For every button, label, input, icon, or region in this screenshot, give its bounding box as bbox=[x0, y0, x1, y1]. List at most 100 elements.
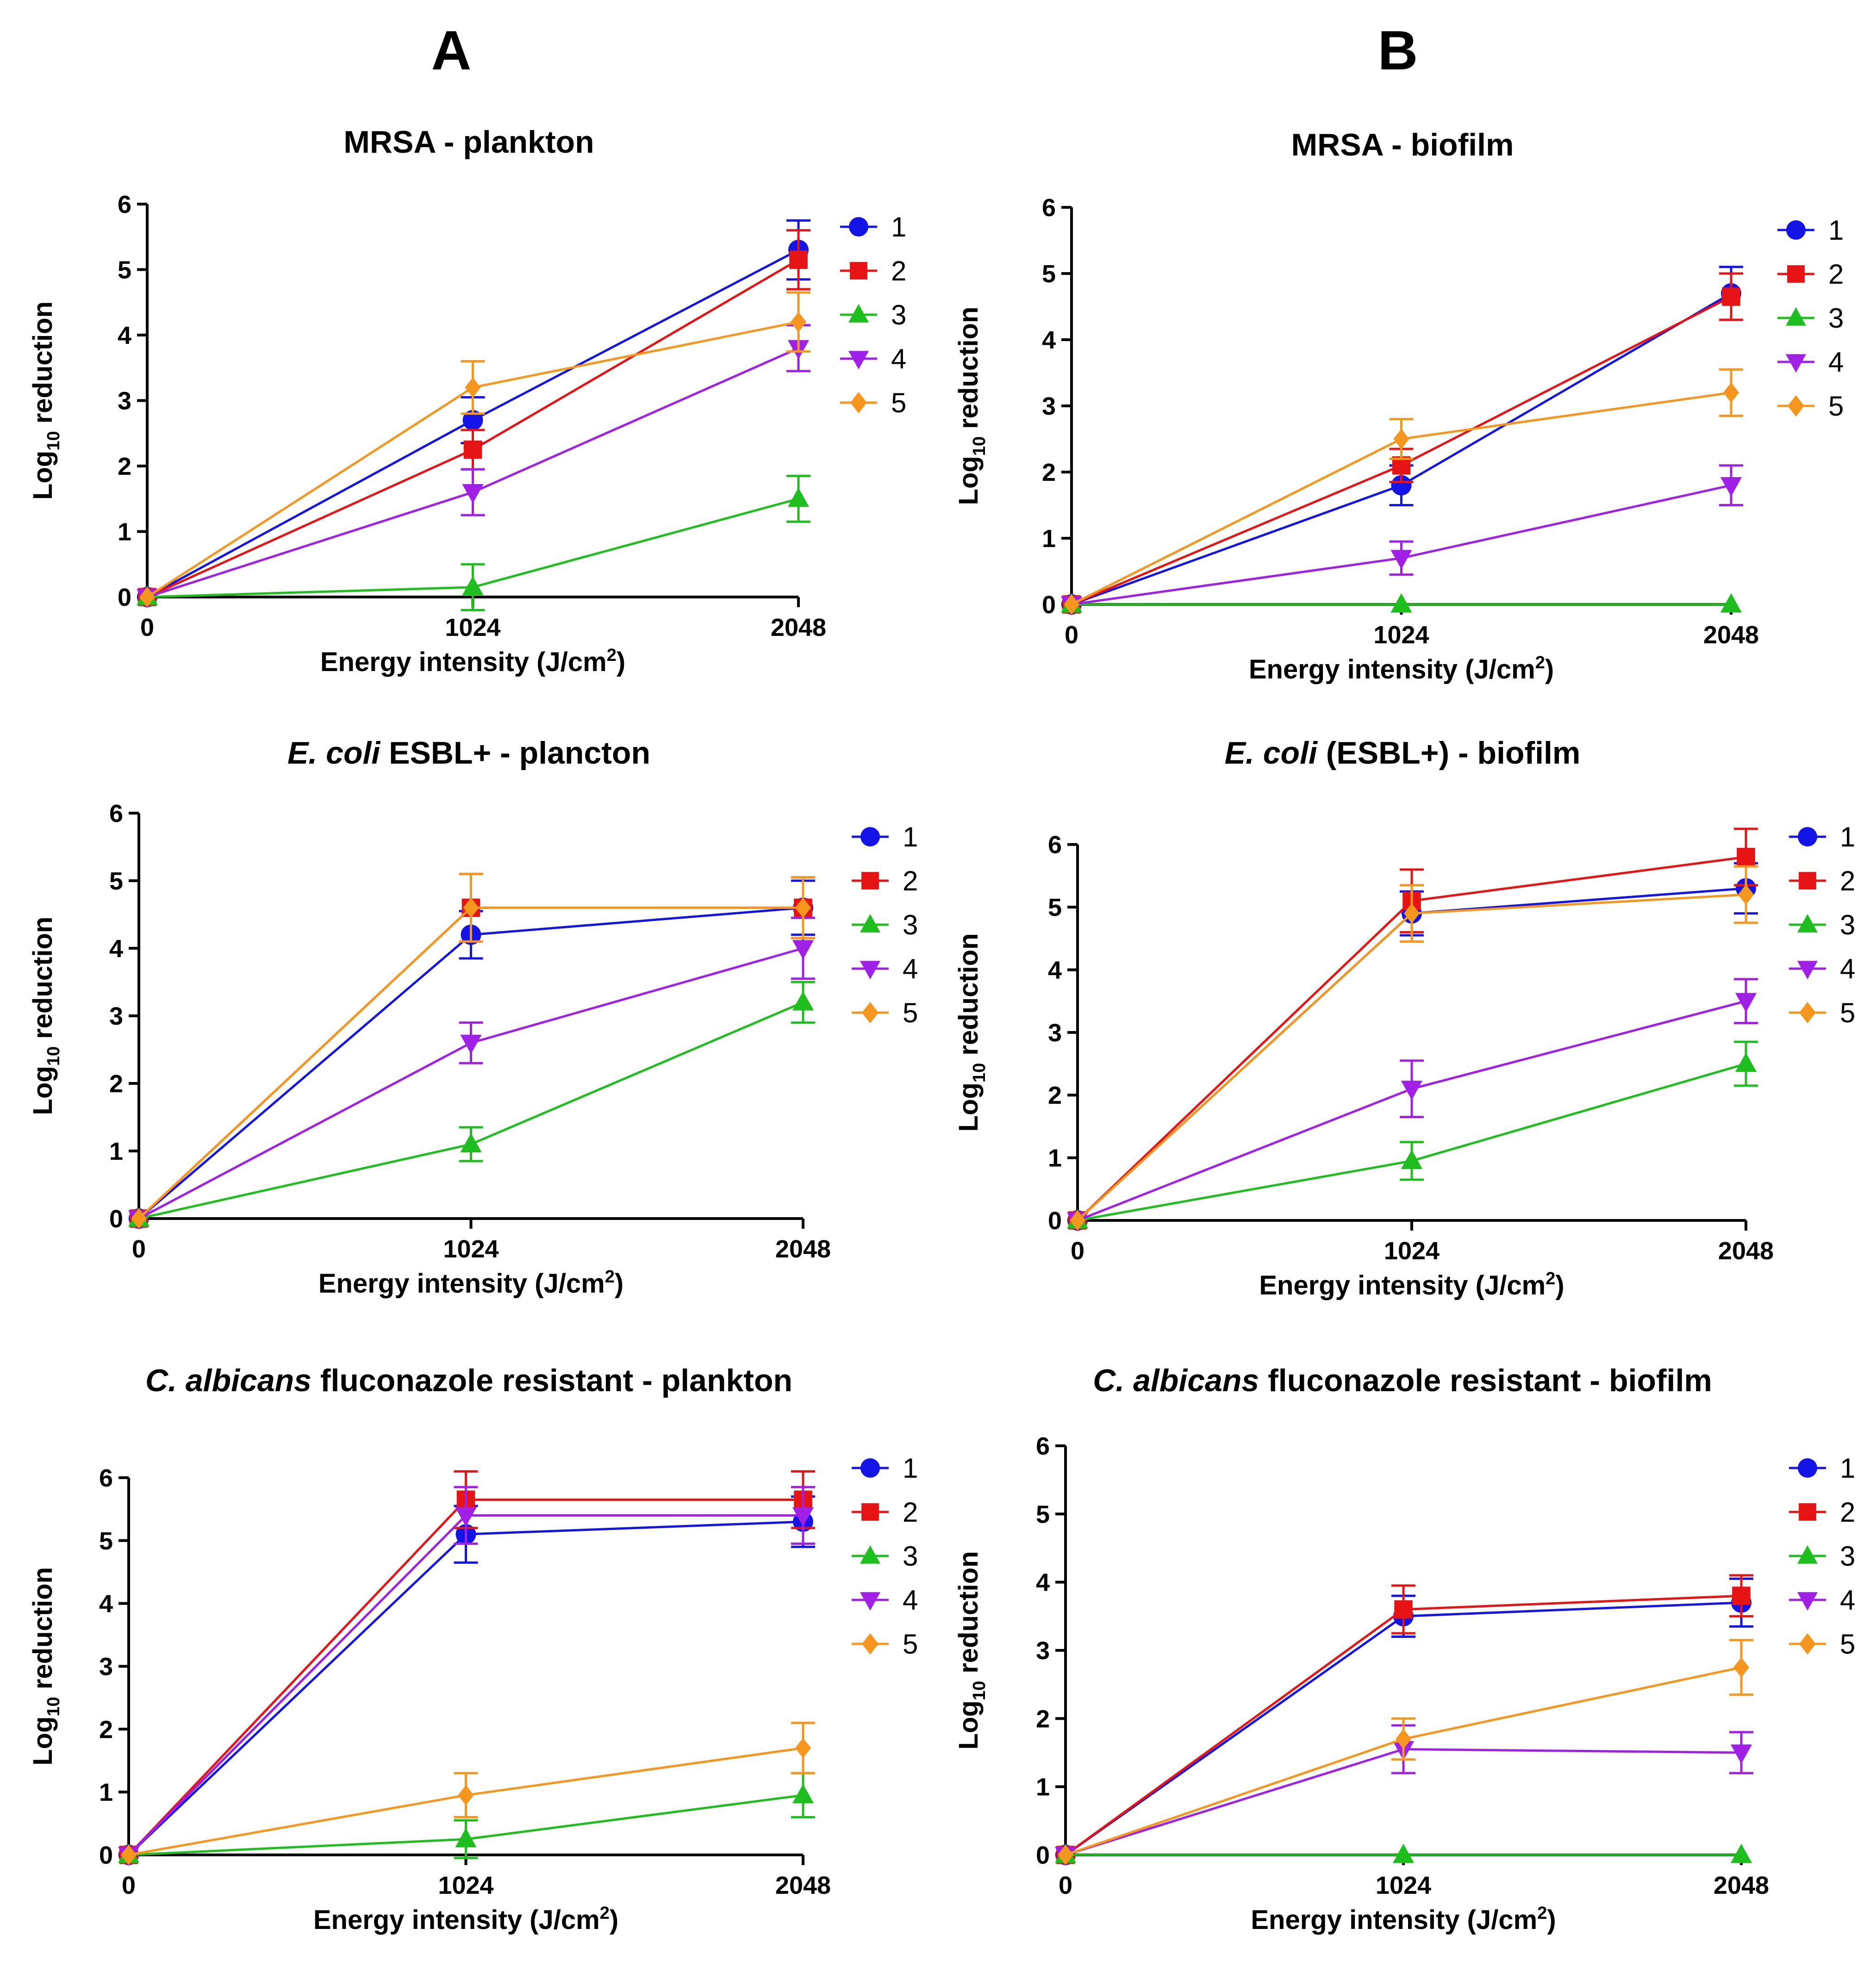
x-tick-label: 2048 bbox=[775, 1235, 831, 1263]
data-point bbox=[1391, 475, 1412, 496]
legend-marker bbox=[1787, 265, 1805, 283]
legend-label: 4 bbox=[1840, 953, 1855, 984]
legend-marker bbox=[860, 827, 880, 846]
x-tick-label: 0 bbox=[140, 614, 154, 641]
x-axis-label-superscript: 2 bbox=[607, 646, 617, 665]
x-axis-label-superscript: 2 bbox=[600, 1904, 610, 1923]
x-tick-label: 1024 bbox=[445, 614, 500, 641]
y-tick-label: 2 bbox=[109, 1070, 123, 1098]
y-tick-label: 6 bbox=[109, 800, 123, 827]
legend-label: 2 bbox=[1828, 259, 1844, 290]
y-tick-label: 0 bbox=[1042, 591, 1056, 619]
data-point bbox=[1720, 593, 1742, 613]
y-axis-label: Log10 reduction bbox=[954, 1551, 989, 1750]
y-axis-label-part: Log bbox=[954, 1700, 984, 1749]
series-5 bbox=[1070, 865, 1758, 1231]
y-tick-label: 5 bbox=[1048, 894, 1062, 921]
y-tick-label: 5 bbox=[118, 256, 131, 284]
y-axis-label-part: Log bbox=[954, 1082, 984, 1132]
legend: 1 2 3 4 5 bbox=[852, 821, 918, 1028]
legend-marker bbox=[848, 304, 869, 323]
data-point bbox=[131, 1208, 147, 1229]
y-tick-label: 5 bbox=[109, 867, 123, 895]
y-axis-label-part: reduction bbox=[28, 917, 58, 1046]
data-point bbox=[1732, 1586, 1751, 1605]
x-tick-label: 1024 bbox=[1384, 1237, 1440, 1265]
series-4 bbox=[118, 1486, 815, 1866]
data-point bbox=[792, 940, 814, 960]
y-axis-label-subscript: 10 bbox=[44, 1697, 63, 1716]
data-point bbox=[1058, 1845, 1073, 1865]
x-tick-label: 2048 bbox=[771, 614, 826, 641]
y-tick-label: 0 bbox=[99, 1841, 113, 1869]
data-point bbox=[792, 1784, 814, 1804]
chart-6: C. albicans fluconazole resistant - biof… bbox=[954, 1363, 1855, 1935]
data-point bbox=[1733, 1657, 1749, 1678]
legend-label: 3 bbox=[891, 299, 906, 330]
data-point bbox=[455, 1828, 477, 1848]
legend-label: 3 bbox=[1840, 1541, 1855, 1572]
y-tick-label: 4 bbox=[1042, 326, 1056, 354]
x-axis-label-part: ) bbox=[1545, 654, 1554, 684]
data-point bbox=[1390, 593, 1412, 613]
y-axis-label-part: reduction bbox=[28, 1567, 58, 1697]
legend-marker bbox=[1797, 1592, 1818, 1611]
legend-label: 2 bbox=[891, 255, 906, 286]
legend-label: 5 bbox=[903, 1629, 918, 1660]
data-point bbox=[792, 991, 814, 1011]
data-point bbox=[458, 1785, 474, 1805]
data-point bbox=[463, 440, 482, 459]
y-tick-label: 4 bbox=[1036, 1569, 1050, 1597]
data-point bbox=[1738, 884, 1754, 905]
y-tick-label: 3 bbox=[1042, 392, 1056, 420]
x-axis-label-superscript: 2 bbox=[1546, 1269, 1555, 1288]
y-axis-label-subscript: 10 bbox=[970, 436, 989, 456]
y-axis-label-part: Log bbox=[954, 456, 984, 505]
y-tick-label: 0 bbox=[118, 584, 131, 611]
x-axis-label-superscript: 2 bbox=[1535, 653, 1545, 672]
legend: 1 2 3 4 5 bbox=[852, 1453, 918, 1660]
legend-marker bbox=[1799, 1503, 1816, 1521]
legend-label: 2 bbox=[903, 865, 918, 896]
data-point bbox=[462, 576, 484, 596]
legend: 1 2 3 4 5 bbox=[1789, 1453, 1855, 1660]
data-point bbox=[455, 1507, 477, 1527]
data-point bbox=[1720, 477, 1742, 497]
y-tick-label: 3 bbox=[1036, 1637, 1050, 1665]
legend-marker bbox=[1797, 1545, 1818, 1564]
y-tick-label: 6 bbox=[118, 191, 131, 218]
series-5 bbox=[121, 1722, 815, 1865]
data-point bbox=[1396, 1729, 1411, 1749]
legend-label: 5 bbox=[1840, 1629, 1855, 1660]
legend-label: 4 bbox=[891, 343, 906, 374]
y-tick-label: 1 bbox=[118, 518, 131, 546]
y-tick-label: 5 bbox=[1036, 1500, 1050, 1528]
legend-label: 2 bbox=[1840, 865, 1855, 896]
y-axis-label: Log10 reduction bbox=[28, 917, 63, 1115]
y-tick-label: 2 bbox=[1048, 1082, 1062, 1109]
legend-label: 1 bbox=[891, 212, 906, 243]
y-tick-label: 6 bbox=[1036, 1432, 1050, 1460]
x-axis-label-part: Energy intensity (J/cm bbox=[313, 1905, 600, 1935]
y-tick-label: 5 bbox=[1042, 260, 1056, 288]
data-point bbox=[789, 250, 808, 269]
y-axis-label-part: reduction bbox=[954, 1551, 984, 1681]
legend-marker bbox=[860, 1545, 881, 1564]
y-axis-label-part: reduction bbox=[954, 307, 984, 436]
x-axis-label-part: Energy intensity (J/cm bbox=[1259, 1270, 1546, 1300]
y-tick-label: 3 bbox=[99, 1653, 113, 1680]
legend-label: 5 bbox=[1828, 391, 1844, 422]
chart-title: C. albicans fluconazole resistant - plan… bbox=[145, 1363, 792, 1398]
y-tick-label: 3 bbox=[109, 1002, 123, 1030]
x-axis-label-part: Energy intensity (J/cm bbox=[1251, 1905, 1537, 1935]
x-axis-label: Energy intensity (J/cm2) bbox=[313, 1904, 618, 1935]
legend-marker bbox=[850, 392, 867, 414]
y-tick-label: 1 bbox=[1042, 525, 1056, 553]
data-point bbox=[121, 1845, 137, 1865]
y-tick-label: 4 bbox=[1048, 956, 1062, 984]
legend-marker bbox=[849, 217, 868, 236]
legend-label: 4 bbox=[903, 953, 918, 984]
legend-label: 4 bbox=[903, 1585, 918, 1616]
data-point bbox=[1722, 287, 1740, 306]
